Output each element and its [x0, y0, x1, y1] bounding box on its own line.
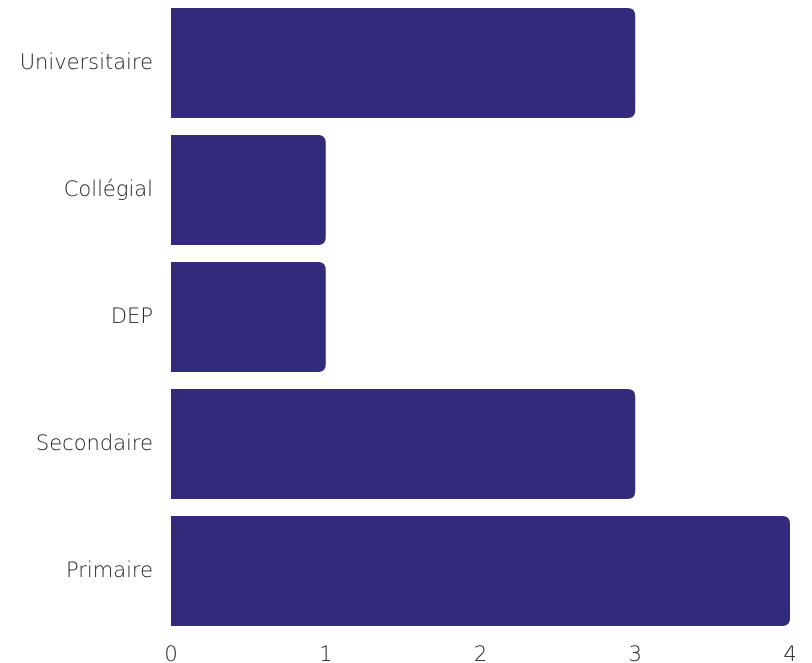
y-tick-label: Primaire	[66, 558, 153, 582]
y-tick-label: DEP	[111, 304, 153, 328]
y-tick-label: Secondaire	[36, 431, 153, 455]
bar	[171, 8, 636, 118]
x-tick-label: 3	[629, 642, 642, 663]
y-tick-label: Universitaire	[20, 50, 153, 74]
bar	[171, 516, 790, 626]
x-tick-label: 1	[319, 642, 332, 663]
y-tick-label: Collégial	[64, 177, 153, 201]
x-tick-label: 2	[474, 642, 487, 663]
bar	[171, 135, 326, 245]
x-tick-label: 4	[783, 642, 796, 663]
bar	[171, 389, 636, 499]
x-tick-label: 0	[164, 642, 177, 663]
bar	[171, 262, 326, 372]
